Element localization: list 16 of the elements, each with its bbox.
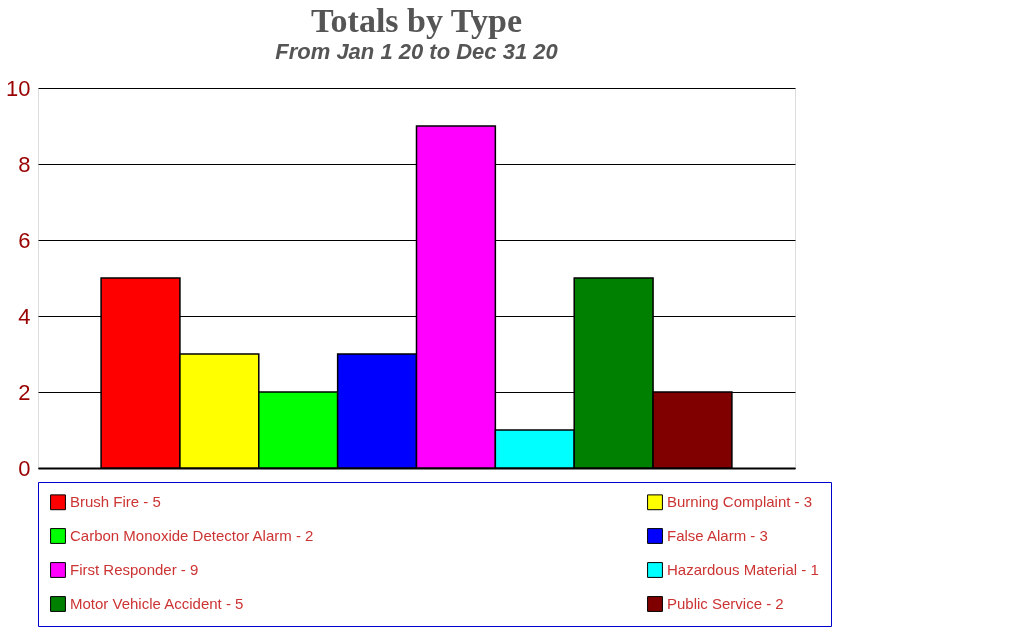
legend-label: Carbon Monoxide Detector Alarm - 2 — [70, 527, 314, 544]
chart-subtitle: From Jan 1 20 to Dec 31 20 — [275, 39, 559, 64]
legend-label: Burning Complaint - 3 — [667, 493, 813, 511]
y-tick-label: 2 — [18, 379, 31, 405]
y-tick-label: 4 — [18, 303, 31, 329]
y-tick-label: 6 — [18, 227, 31, 253]
chart-title: Totals by Type — [310, 2, 523, 39]
legend-label: Public Service - 2 — [667, 595, 784, 612]
legend-label: Hazardous Material - 1 — [667, 561, 819, 578]
legend-label: Brush Fire - 5 — [70, 493, 161, 511]
y-tick-label: 8 — [18, 151, 31, 177]
legend-label: Motor Vehicle Accident - 5 — [70, 595, 244, 612]
legend-label: First Responder - 9 — [70, 561, 199, 578]
legend-label: False Alarm - 3 — [667, 527, 768, 544]
y-tick-label: 10 — [6, 75, 31, 101]
y-tick-label: 0 — [18, 455, 31, 481]
